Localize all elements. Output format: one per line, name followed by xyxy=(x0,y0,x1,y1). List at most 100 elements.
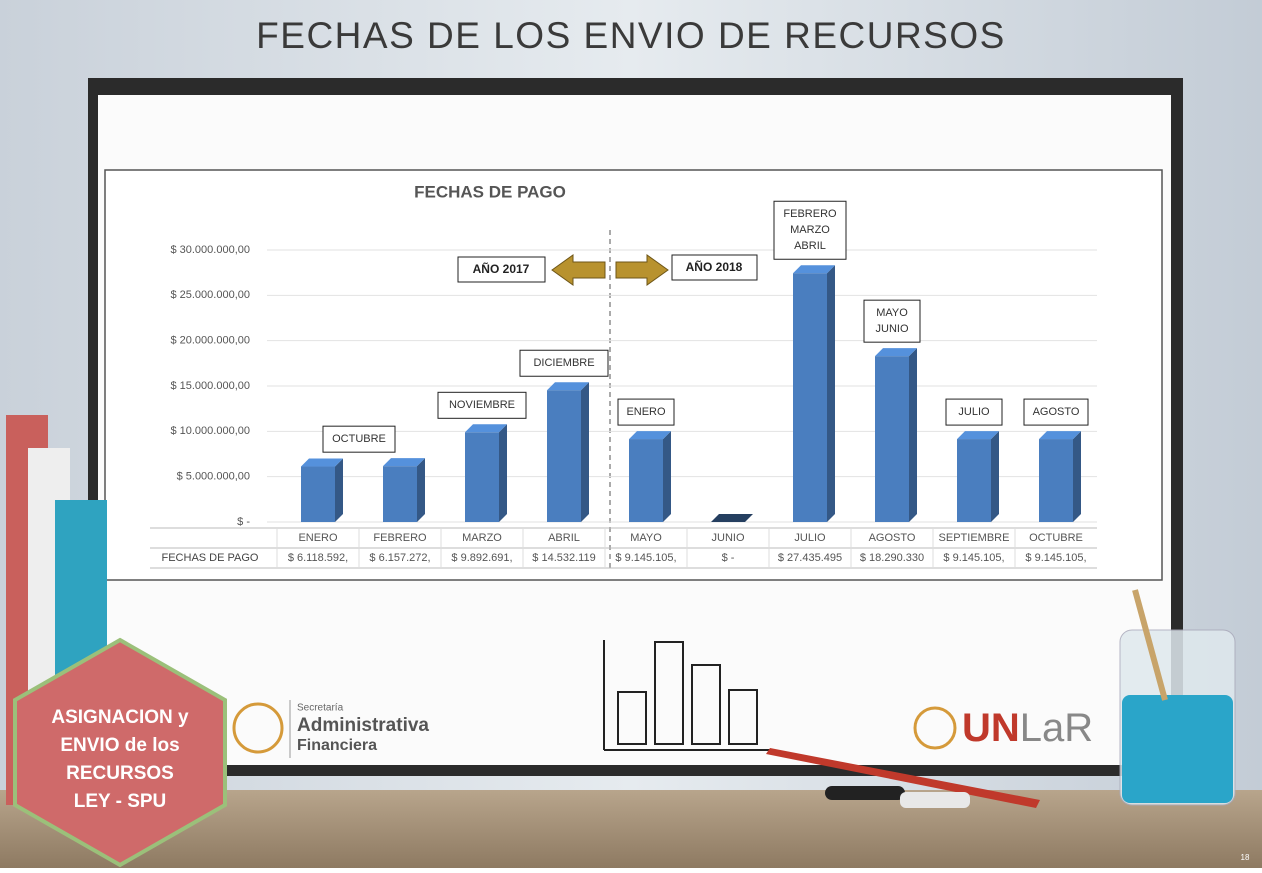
bar-side xyxy=(417,458,425,522)
bar-note: DICIEMBRE xyxy=(533,357,594,369)
bar-note: JULIO xyxy=(958,406,990,418)
x-tick-label: MAYO xyxy=(630,532,662,544)
x-tick-label: OCTUBRE xyxy=(1029,532,1083,544)
unlar-logo: UNLaR xyxy=(962,706,1093,750)
bar-side xyxy=(581,382,589,522)
period-label: AÑO 2018 xyxy=(686,259,743,274)
bar-side xyxy=(663,431,671,522)
value-label: $ 27.435.495 xyxy=(778,552,842,564)
eraser xyxy=(900,792,970,808)
bar-note: AGOSTO xyxy=(1033,406,1080,418)
bar-side xyxy=(335,458,343,522)
x-tick-label: JULIO xyxy=(794,532,826,544)
bar xyxy=(383,466,417,522)
bar-side xyxy=(499,424,507,522)
bar-top xyxy=(629,431,671,440)
bar-note-box xyxy=(863,299,921,343)
bar-note: ABRIL xyxy=(794,240,826,252)
jar-water xyxy=(1122,695,1233,803)
unlar-emblem xyxy=(913,706,957,750)
unlar-logo-part: LaR xyxy=(1020,706,1093,750)
value-label: $ 6.157.272, xyxy=(369,552,430,564)
bar-note-box xyxy=(437,391,527,419)
bar-top xyxy=(301,458,343,467)
value-label: $ - xyxy=(722,552,735,564)
bar xyxy=(465,432,499,522)
bar-top xyxy=(875,348,917,357)
slide-title: FECHAS DE LOS ENVIO DE RECURSOS xyxy=(256,15,1006,56)
bar-note: ENERO xyxy=(626,406,666,418)
arrow-left xyxy=(551,254,606,286)
value-label: $ 9.145.105, xyxy=(943,552,1004,564)
x-tick-label: AGOSTO xyxy=(869,532,916,544)
x-tick-label: FEBRERO xyxy=(373,532,427,544)
x-tick-label: ABRIL xyxy=(548,532,580,544)
sketch-chart xyxy=(603,640,770,751)
y-tick-label: $ 10.000.000,00 xyxy=(170,425,250,437)
bar xyxy=(629,439,663,522)
badge-line: LEY - SPU xyxy=(74,791,167,812)
arrow-right xyxy=(615,254,669,286)
y-tick-label: $ 20.000.000,00 xyxy=(170,335,250,347)
bar xyxy=(793,273,827,522)
period-box xyxy=(457,256,546,283)
value-label: $ 9.892.691, xyxy=(451,552,512,564)
x-tick-label: ENERO xyxy=(298,532,338,544)
bar xyxy=(301,466,335,522)
pencil xyxy=(766,748,1040,808)
value-label: $ 14.532.119 xyxy=(532,552,595,564)
secretaria-text: Administrativa xyxy=(297,715,429,736)
bar-note: MARZO xyxy=(790,224,830,236)
secretaria-text: Secretaría xyxy=(297,703,344,714)
x-tick-label: SEPTIEMBRE xyxy=(939,532,1010,544)
badge xyxy=(13,637,227,868)
secretaria-emblem xyxy=(232,702,284,754)
bar-note-box xyxy=(945,398,1003,426)
bar-top xyxy=(957,431,999,440)
x-tick-label: JUNIO xyxy=(712,532,745,544)
bar-top xyxy=(711,514,753,522)
bar-side xyxy=(991,431,999,522)
value-label: $ 9.145.105, xyxy=(1025,552,1086,564)
bar-top xyxy=(1039,431,1081,440)
bar xyxy=(957,439,991,522)
bar-note-box xyxy=(519,349,609,377)
bar-note: JUNIO xyxy=(876,323,909,335)
table-row-header: FECHAS DE PAGO xyxy=(162,552,259,564)
bar-note: FEBRERO xyxy=(783,208,837,220)
bar-note-box xyxy=(322,425,396,453)
period-label: AÑO 2017 xyxy=(473,261,530,276)
chart: $ - $ 5.000.000,00 $ 10.000.000,00 $ 15.000… xyxy=(150,200,1097,569)
bar-note-box xyxy=(617,398,675,426)
bar-top xyxy=(547,382,589,391)
bar xyxy=(1039,439,1073,522)
brush xyxy=(1132,589,1168,701)
bar xyxy=(875,356,909,522)
y-tick-label: $ 30.000.000,00 xyxy=(170,244,250,256)
value-label: $ 9.145.105, xyxy=(615,552,676,564)
y-tick-label: $ 15.000.000,00 xyxy=(170,380,250,392)
bar-side xyxy=(1073,431,1081,522)
bar-side xyxy=(827,265,835,522)
unlar-logo-part: UN xyxy=(962,706,1020,750)
bar-top xyxy=(383,458,425,467)
bar-top xyxy=(793,265,835,274)
badge-line: ASIGNACION y xyxy=(51,707,189,728)
bar xyxy=(547,390,581,522)
bar-note: NOVIEMBRE xyxy=(449,399,515,411)
secretaria-text: Financiera xyxy=(297,737,377,754)
badge-line: RECURSOS xyxy=(66,763,174,784)
y-tick-label: $ - xyxy=(237,516,250,528)
value-label: $ 18.290.330 xyxy=(860,552,924,564)
marker xyxy=(825,786,905,800)
value-label: $ 6.118.592, xyxy=(288,552,348,564)
chart-title: FECHAS DE PAGO xyxy=(414,182,566,201)
bar-note-box xyxy=(773,200,847,260)
y-tick-label: $ 5.000.000,00 xyxy=(177,471,250,483)
bar-note: MAYO xyxy=(876,307,908,319)
period-box xyxy=(671,254,758,281)
bar-side xyxy=(909,348,917,522)
x-tick-label: MARZO xyxy=(462,532,502,544)
bar-note: OCTUBRE xyxy=(332,433,386,445)
